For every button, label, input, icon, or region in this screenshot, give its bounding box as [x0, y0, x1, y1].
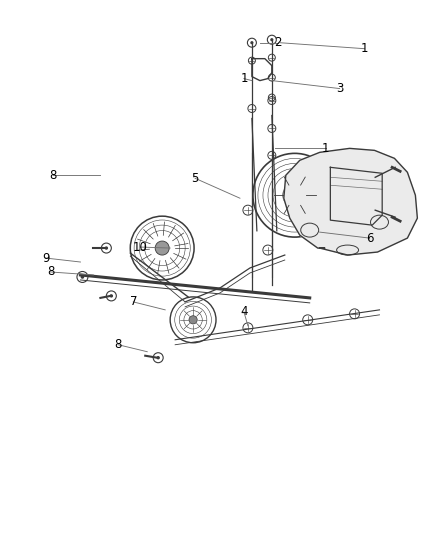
- Text: 8: 8: [47, 265, 54, 278]
- Circle shape: [81, 276, 83, 278]
- Circle shape: [188, 316, 197, 324]
- Text: 10: 10: [133, 240, 147, 254]
- Text: 1: 1: [240, 72, 247, 85]
- Circle shape: [289, 190, 299, 200]
- Circle shape: [251, 42, 252, 44]
- Text: 4: 4: [240, 305, 247, 318]
- Text: 8: 8: [114, 338, 122, 351]
- Text: 9: 9: [42, 252, 49, 264]
- Polygon shape: [330, 167, 381, 225]
- Circle shape: [157, 357, 159, 359]
- Text: 1: 1: [360, 42, 367, 55]
- Text: 6: 6: [365, 232, 372, 245]
- Text: 2: 2: [273, 36, 281, 49]
- Text: 7: 7: [129, 295, 137, 309]
- Circle shape: [105, 247, 107, 249]
- Circle shape: [110, 295, 112, 297]
- Text: 1: 1: [321, 142, 328, 155]
- Circle shape: [155, 241, 169, 255]
- Circle shape: [270, 39, 272, 41]
- Text: 8: 8: [49, 169, 56, 182]
- Text: 5: 5: [191, 172, 198, 185]
- Text: 3: 3: [335, 82, 343, 95]
- Polygon shape: [283, 148, 417, 255]
